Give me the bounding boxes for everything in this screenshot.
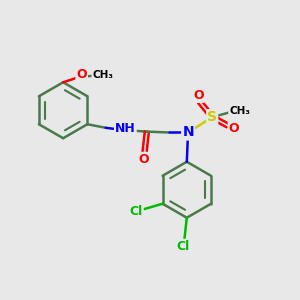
Text: NH: NH xyxy=(115,122,136,135)
Text: O: O xyxy=(229,122,239,135)
Text: O: O xyxy=(194,89,204,102)
Text: S: S xyxy=(207,110,217,124)
Text: Cl: Cl xyxy=(177,240,190,253)
Text: O: O xyxy=(76,68,87,81)
Text: Cl: Cl xyxy=(130,205,143,218)
Text: CH₃: CH₃ xyxy=(92,70,113,80)
Text: O: O xyxy=(138,153,148,166)
Text: N: N xyxy=(182,125,194,140)
Text: CH₃: CH₃ xyxy=(229,106,250,116)
